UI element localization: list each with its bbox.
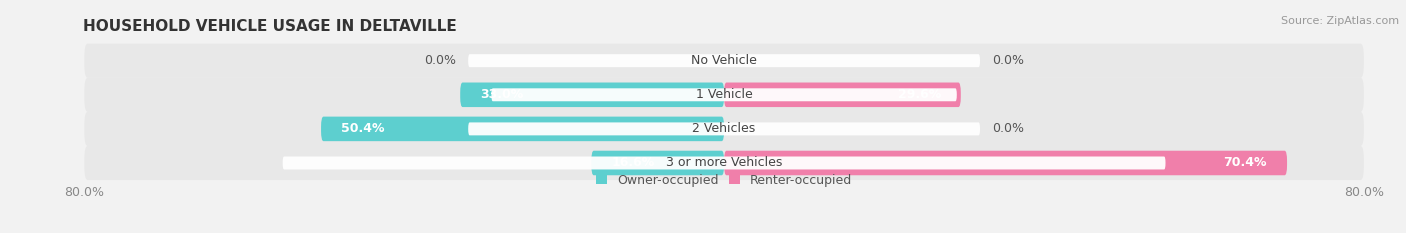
Text: HOUSEHOLD VEHICLE USAGE IN DELTAVILLE: HOUSEHOLD VEHICLE USAGE IN DELTAVILLE [83, 19, 457, 34]
FancyBboxPatch shape [468, 54, 980, 67]
FancyBboxPatch shape [283, 157, 1166, 169]
Text: 0.0%: 0.0% [993, 122, 1024, 135]
FancyBboxPatch shape [84, 44, 1364, 78]
Text: 0.0%: 0.0% [993, 54, 1024, 67]
Text: 1 Vehicle: 1 Vehicle [696, 88, 752, 101]
FancyBboxPatch shape [724, 151, 1286, 175]
FancyBboxPatch shape [84, 146, 1364, 180]
Text: 2 Vehicles: 2 Vehicles [693, 122, 755, 135]
FancyBboxPatch shape [491, 88, 957, 101]
Text: 70.4%: 70.4% [1223, 157, 1267, 169]
FancyBboxPatch shape [592, 151, 724, 175]
Text: 16.6%: 16.6% [612, 157, 655, 169]
Legend: Owner-occupied, Renter-occupied: Owner-occupied, Renter-occupied [596, 174, 852, 187]
Text: No Vehicle: No Vehicle [692, 54, 756, 67]
Text: 0.0%: 0.0% [425, 54, 456, 67]
FancyBboxPatch shape [468, 122, 980, 135]
Text: Source: ZipAtlas.com: Source: ZipAtlas.com [1281, 16, 1399, 26]
FancyBboxPatch shape [724, 82, 960, 107]
Text: 50.4%: 50.4% [342, 122, 385, 135]
FancyBboxPatch shape [460, 82, 724, 107]
Text: 33.0%: 33.0% [481, 88, 523, 101]
FancyBboxPatch shape [321, 116, 724, 141]
Text: 29.6%: 29.6% [897, 88, 941, 101]
Text: 3 or more Vehicles: 3 or more Vehicles [666, 157, 782, 169]
FancyBboxPatch shape [84, 112, 1364, 146]
FancyBboxPatch shape [84, 78, 1364, 112]
